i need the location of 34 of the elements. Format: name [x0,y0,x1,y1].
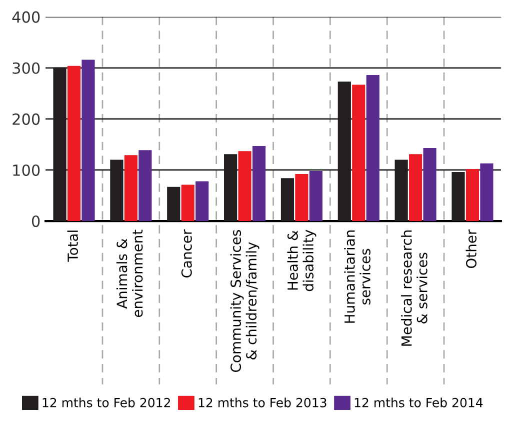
x-tick-label: Cancer [181,229,192,278]
bar [309,171,322,222]
bar [82,60,95,222]
bar [167,186,180,222]
x-tick-label: Total [67,230,78,262]
legend-label: 12 mths to Feb 2014 [354,398,483,408]
bar [280,178,294,222]
x-tick-label: Humanitarian services [344,230,370,323]
bar [138,150,152,222]
legend-label: 12 mths to Feb 2012 [42,398,170,408]
x-tick-label: Health & disability [287,230,316,292]
y-tick-label: 0 [32,215,40,228]
bar [238,151,252,222]
x-tick-label: Other [466,229,477,268]
bar [196,181,209,222]
x-tick-label: Community Services & children/family [230,230,260,372]
bar [466,168,480,222]
y-tick-label: 100 [13,164,40,176]
bar [124,155,138,222]
bar [252,146,266,222]
bar [409,154,422,222]
bar [423,148,436,222]
y-tick-label: 200 [12,113,40,125]
bar [295,174,308,222]
bar [181,184,194,222]
legend-label: 12 mths to Feb 2013 [198,398,326,408]
bar [352,84,366,222]
x-tick-label: Animals & environment [116,230,143,318]
bar [366,75,380,222]
bar [67,66,81,222]
bar [480,163,494,222]
y-tick-label: 300 [12,62,40,74]
x-tick-label: Medical research & services [401,230,428,346]
y-tick-label: 400 [12,11,40,23]
